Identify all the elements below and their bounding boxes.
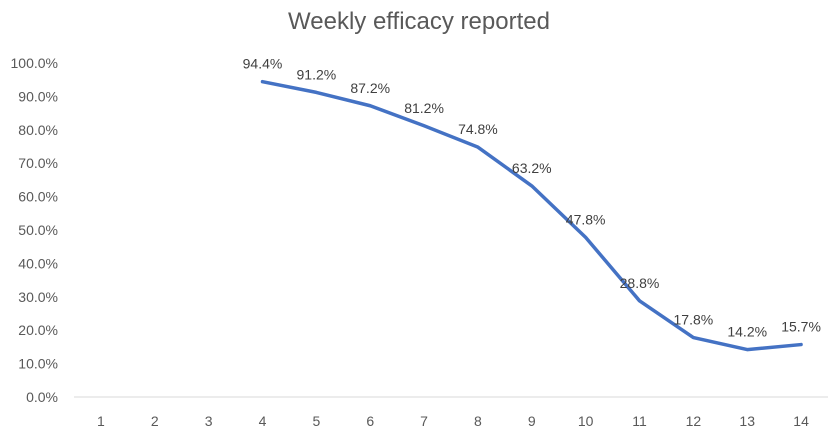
y-tick-label: 20.0% — [18, 322, 58, 338]
x-tick-label: 1 — [97, 413, 105, 429]
data-label: 47.8% — [566, 211, 606, 227]
x-tick-label: 5 — [312, 413, 320, 429]
x-tick-label: 12 — [686, 413, 702, 429]
x-tick-label: 8 — [474, 413, 482, 429]
y-tick-label: 40.0% — [18, 255, 58, 271]
y-tick-label: 70.0% — [18, 155, 58, 171]
x-tick-label: 13 — [739, 413, 755, 429]
x-tick-label: 4 — [259, 413, 267, 429]
series-line — [260, 79, 803, 352]
y-tick-label: 100.0% — [11, 55, 58, 71]
data-label: 87.2% — [350, 80, 390, 96]
y-tick-label: 0.0% — [26, 389, 58, 405]
chart-title: Weekly efficacy reported — [288, 8, 550, 35]
y-tick-label: 80.0% — [18, 122, 58, 138]
series-group — [260, 79, 803, 352]
data-label: 28.8% — [620, 275, 660, 291]
y-axis: 0.0% 10.0% 20.0% 30.0% 40.0% 50.0% 60.0% 70.0% 8… — [11, 55, 58, 405]
data-label: 15.7% — [781, 319, 821, 335]
data-label: 17.8% — [674, 312, 714, 328]
x-tick-label: 7 — [420, 413, 428, 429]
y-tick-label: 10.0% — [18, 356, 58, 372]
x-tick-label: 3 — [205, 413, 213, 429]
data-label: 63.2% — [512, 160, 552, 176]
x-tick-label: 9 — [528, 413, 536, 429]
x-tick-label: 10 — [578, 413, 594, 429]
data-label: 14.2% — [727, 324, 767, 340]
y-tick-label: 30.0% — [18, 289, 58, 305]
y-tick-label: 90.0% — [18, 88, 58, 104]
x-tick-label: 2 — [151, 413, 159, 429]
y-tick-label: 60.0% — [18, 189, 58, 205]
data-label: 81.2% — [404, 100, 444, 116]
x-tick-label: 14 — [793, 413, 809, 429]
data-label: 94.4% — [243, 56, 283, 72]
data-label: 91.2% — [297, 66, 337, 82]
x-tick-label: 6 — [366, 413, 374, 429]
data-label: 74.8% — [458, 121, 498, 137]
x-axis: 1 2 3 4 5 6 7 8 9 10 11 12 13 14 — [97, 413, 809, 429]
x-tick-label: 11 — [632, 413, 647, 429]
data-labels: 94.4% 91.2% 87.2% 81.2% 74.8% 63.2% 47.8% 28.8%… — [243, 56, 821, 340]
y-tick-label: 50.0% — [18, 222, 58, 238]
